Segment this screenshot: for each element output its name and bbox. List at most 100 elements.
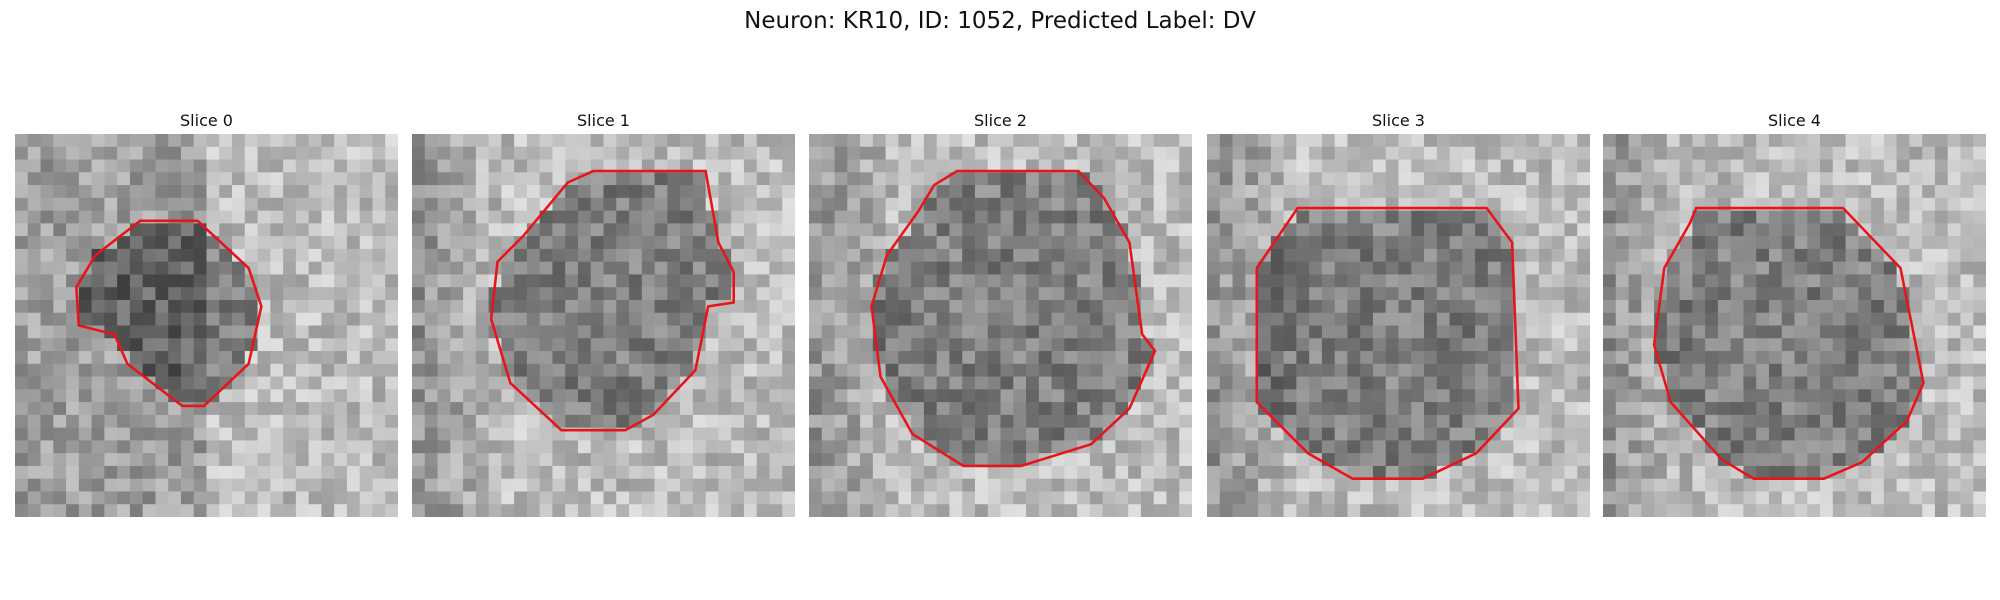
pixel [1973,389,1986,403]
pixel [769,376,783,390]
pixel [257,427,271,441]
pixel [1730,389,1744,403]
pixel [283,363,297,378]
pixel [629,414,643,429]
pixel [1756,325,1770,339]
pixel [142,274,156,288]
pixel [270,274,284,288]
pixel [1641,223,1655,237]
pixel [1781,414,1796,429]
pixel [1411,414,1425,429]
pixel [1973,427,1986,441]
pixel [1207,504,1221,517]
pixel [257,478,271,492]
pixel [1679,287,1693,301]
pixel [15,299,29,314]
pixel [424,299,439,314]
pixel [731,504,745,517]
pixel [53,312,67,327]
pixel [1832,159,1847,173]
pixel [1794,338,1808,352]
pixel [1436,478,1451,492]
pixel [1372,338,1387,352]
pixel [1934,325,1949,339]
pixel [1013,465,1027,480]
pixel [244,210,259,224]
pixel [743,465,758,480]
pixel [1411,376,1425,390]
pixel [1692,440,1706,454]
pixel [641,248,656,263]
pixel [334,210,348,224]
pixel [450,465,464,480]
pixel [1026,172,1040,186]
pixel [91,376,105,390]
pixel [1615,134,1630,148]
pixel [731,312,745,327]
pixel [539,325,553,339]
pixel [756,440,770,454]
pixel [180,134,195,148]
pixel [1245,261,1259,275]
pixel [769,453,783,467]
pixel [526,440,541,454]
pixel [692,440,707,454]
pixel [769,478,783,492]
pixel [1475,478,1489,492]
pixel [629,261,643,275]
pixel [834,376,848,390]
pixel [1115,159,1129,173]
pixel [334,274,348,288]
pixel [1807,172,1821,186]
pixel [40,134,54,148]
pixel [1411,402,1425,416]
pixel [129,389,144,403]
pixel [962,210,976,224]
pixel [1717,210,1732,224]
pixel [847,453,861,467]
pixel [232,223,246,237]
pixel [1385,504,1400,517]
pixel [1858,414,1872,429]
pixel [1449,146,1463,161]
pixel [936,338,950,352]
pixel [936,210,950,224]
pixel [1258,210,1272,224]
pixel [1692,465,1706,480]
pixel [424,504,439,517]
pixel [1334,376,1348,390]
pixel [283,312,297,327]
pixel [334,146,348,161]
pixel [1551,210,1565,224]
pixel [1603,491,1617,505]
pixel [718,440,732,454]
pixel [437,504,451,517]
pixel [168,363,182,378]
pixel [104,159,118,173]
pixel [1077,236,1091,250]
pixel [731,325,745,339]
pixel [809,504,823,517]
pixel [629,236,643,250]
pixel [346,134,361,148]
pixel [1462,274,1476,288]
pixel [756,172,770,186]
pixel [193,491,208,505]
pixel [1845,363,1859,378]
pixel [692,248,707,263]
pixel [295,274,310,288]
pixel [769,465,783,480]
pixel [321,185,335,199]
pixel [117,491,131,505]
pixel [463,261,477,275]
pixel [1245,287,1259,301]
pixel [1487,465,1502,480]
pixel [40,325,54,339]
pixel [974,248,989,263]
pixel [641,146,656,161]
pixel [1013,210,1027,224]
pixel [1102,465,1116,480]
pixel [129,172,144,186]
pixel [1947,134,1961,148]
pixel [270,465,284,480]
